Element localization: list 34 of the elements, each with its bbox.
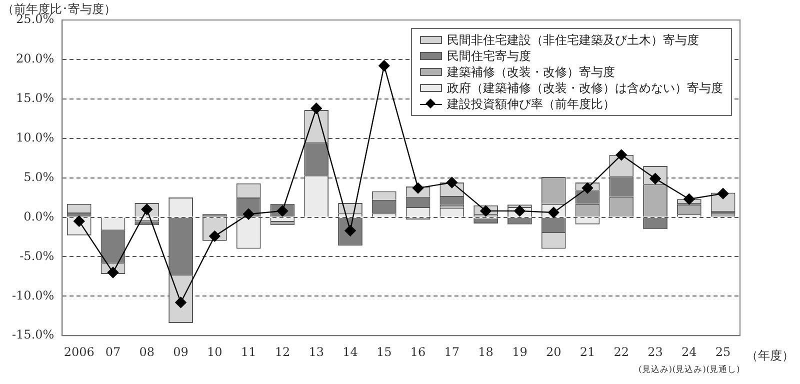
x-tick-label: 10 [207, 344, 222, 359]
x-tick-label: 11 [240, 344, 256, 359]
x-tick-label: 22 [614, 344, 630, 359]
y-tick-label: 10.0% [16, 130, 54, 144]
x-tick-label: 15 [376, 344, 392, 359]
y-tick-label: 5.0% [24, 170, 54, 184]
legend-label: 民間非住宅建設（非住宅建築及び土木）寄与度 [447, 32, 699, 48]
x-tick-label: 2006 [64, 344, 94, 359]
x-tick-label: 18 [478, 344, 494, 359]
y-tick-label: -15.0% [12, 328, 54, 342]
y-tick-label: 15.0% [16, 91, 54, 106]
x-tick-label: 16 [410, 344, 426, 359]
y-tick-label: -10.0% [12, 288, 54, 302]
x-tick-label: 19 [512, 344, 528, 359]
legend-label: 建築補修（改装・改修）寄与度 [447, 64, 615, 80]
x-tick-label: 09 [173, 344, 188, 359]
x-tick-label: 13 [308, 344, 324, 359]
legend-label: 政府（建築補修（改装・改修）は含めない）寄与度 [447, 80, 723, 96]
x-tick-label: 07 [105, 344, 121, 359]
y-tick-label: -5.0% [20, 248, 54, 263]
y-tick-label: 0.0% [24, 209, 54, 224]
legend-label: 民間住宅寄与度 [447, 48, 531, 64]
x-tick-label: 12 [274, 344, 290, 359]
legend-label: 建設投資額伸び率（前年度比） [447, 96, 615, 112]
x-tick-label: 08 [139, 344, 155, 359]
category-label: 24 (見込み) [672, 344, 706, 376]
x-axis-title: （年度） [746, 348, 794, 363]
category-label: 23 (見込み) [638, 344, 672, 376]
x-tick-label: 20 [546, 344, 562, 359]
x-tick-label: 17 [444, 344, 460, 359]
category-label: 25 (見通し) [706, 344, 740, 376]
x-tick-label: 21 [580, 344, 596, 359]
y-tick-label: 20.0% [16, 52, 54, 66]
x-tick-label: 14 [342, 344, 358, 359]
